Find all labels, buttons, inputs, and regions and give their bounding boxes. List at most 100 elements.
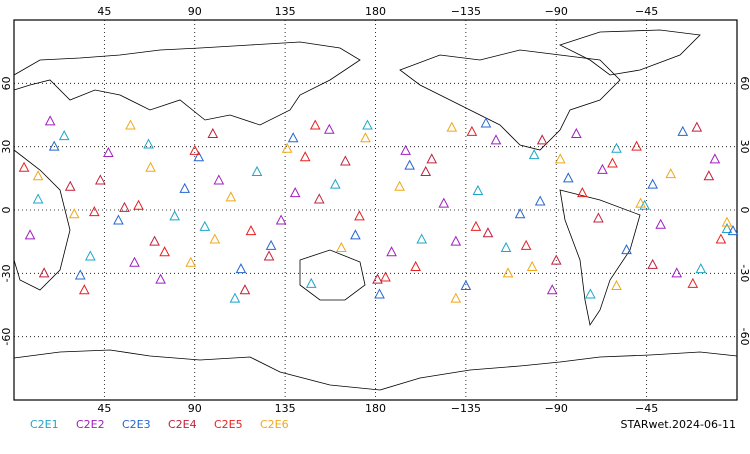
observation-marker	[715, 233, 727, 244]
observation-marker	[410, 260, 421, 271]
observation-marker	[695, 263, 707, 274]
observation-marker	[64, 180, 76, 191]
observation-marker	[480, 117, 492, 128]
observation-marker	[472, 184, 484, 195]
x-tick-label: −135	[451, 402, 481, 415]
coastlines	[13, 29, 738, 391]
observation-marker	[490, 134, 502, 145]
observation-marker	[647, 178, 658, 189]
observation-marker	[299, 151, 311, 162]
observation-marker	[68, 208, 80, 219]
observation-marker	[374, 288, 385, 299]
legend-entry: C2E2	[76, 418, 105, 431]
observation-marker	[416, 233, 428, 244]
observation-marker	[500, 241, 512, 252]
observation-marker	[631, 140, 642, 151]
observation-marker	[145, 161, 156, 172]
x-tick-label: −90	[545, 402, 568, 415]
x-tick-label: 135	[275, 5, 296, 18]
observation-marker	[113, 214, 124, 225]
observation-marker	[44, 115, 56, 126]
observation-marker	[58, 130, 70, 141]
x-tick-label: 45	[97, 5, 111, 18]
observation-marker	[671, 267, 683, 278]
eurasia	[13, 41, 361, 126]
observation-marker	[372, 273, 383, 284]
observation-marker	[89, 206, 100, 217]
observation-marker	[78, 284, 90, 295]
observation-marker	[577, 187, 588, 198]
observation-marker	[119, 201, 130, 212]
legend-entry: C2E5	[214, 418, 243, 431]
legend-entry: C2E3	[122, 418, 151, 431]
y-tick-label: -60	[0, 328, 13, 346]
observation-marker	[360, 132, 371, 143]
observation-marker	[611, 279, 622, 290]
observation-marker	[305, 277, 317, 288]
observation-marker	[426, 153, 438, 164]
observation-marker	[309, 119, 321, 130]
observation-marker	[703, 170, 715, 181]
observation-marker	[143, 138, 154, 149]
observation-marker	[350, 229, 361, 240]
observation-marker	[482, 227, 494, 238]
observation-marker	[323, 123, 335, 134]
observation-marker	[225, 191, 237, 202]
observation-marker	[84, 250, 96, 261]
observation-marker	[520, 239, 532, 250]
observation-marker	[721, 222, 733, 233]
observation-marker	[534, 195, 546, 206]
observation-marker	[179, 182, 191, 193]
observation-marker	[362, 119, 373, 130]
observation-marker	[611, 142, 622, 153]
observation-marker	[721, 216, 733, 227]
observation-marker	[229, 292, 241, 303]
observation-marker	[289, 187, 301, 198]
observation-marker	[32, 193, 44, 204]
chart-layer: 45 45 90 90 135 135 180 180 −135 −135 −90 −90 −45 −45…	[0, 5, 750, 431]
legend-entry: C2E6	[260, 418, 289, 431]
observation-marker	[438, 197, 450, 208]
observation-marker	[404, 159, 415, 170]
x-tick-label: 90	[188, 5, 202, 18]
observation-marker	[571, 127, 582, 138]
observation-marker	[665, 168, 677, 179]
observation-marker	[330, 178, 341, 189]
observation-marker	[635, 197, 646, 208]
observation-marker	[709, 153, 721, 164]
observation-marker	[687, 277, 699, 288]
observation-marker	[460, 279, 472, 290]
observation-marker	[24, 229, 36, 240]
observation-marker	[239, 284, 251, 295]
observation-marker	[550, 254, 562, 265]
observation-marker	[103, 146, 114, 157]
observation-marker	[235, 263, 247, 274]
observation-marker	[597, 163, 608, 174]
legend-entry: C2E4	[168, 418, 197, 431]
y-tick-label: 30	[738, 140, 750, 154]
observation-marker	[133, 199, 144, 210]
observation-marker	[213, 174, 225, 185]
observation-marker	[129, 256, 140, 267]
observation-marker	[526, 260, 538, 271]
observation-marker	[593, 212, 604, 223]
x-tick-label: 45	[97, 402, 111, 415]
observation-marker	[420, 165, 432, 176]
observation-marker	[336, 241, 347, 252]
observation-marker	[380, 271, 391, 282]
observation-marker	[691, 121, 703, 132]
observation-marker	[647, 258, 658, 269]
observation-marker	[528, 149, 540, 160]
observation-marker	[32, 170, 44, 181]
observation-marker	[546, 284, 558, 295]
observation-marker	[466, 125, 478, 136]
x-tick-label: −135	[451, 5, 481, 18]
x-tick-label: 180	[365, 5, 386, 18]
observation-marker	[48, 140, 60, 151]
observation-marker	[275, 214, 287, 225]
observation-marker	[354, 210, 365, 221]
observation-marker	[340, 155, 351, 166]
observation-marker	[727, 225, 739, 236]
observation-marker	[18, 161, 30, 172]
